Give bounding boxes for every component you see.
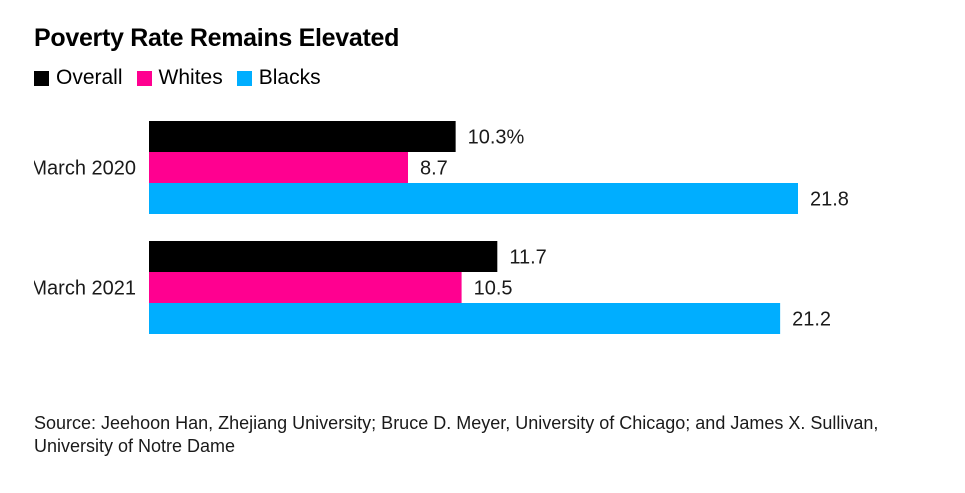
source-note: Source: Jeehoon Han, Zhejiang University… bbox=[34, 413, 879, 456]
value-label-whites-march-2020: 8.7 bbox=[420, 158, 448, 180]
legend-item-blacks: Blacks bbox=[236, 66, 321, 90]
value-label-overall-march-2021: 11.7 bbox=[509, 247, 546, 269]
bar-whites-march-2021 bbox=[149, 272, 462, 303]
legend: Overall Whites Blacks bbox=[34, 66, 335, 90]
bar-blacks-march-2020 bbox=[149, 183, 798, 214]
bar-blacks-march-2021 bbox=[149, 303, 781, 334]
bar-chart: March 2020 10.3% 8.7 21.8 March 2021 11.7 10.5… bbox=[0, 100, 849, 360]
legend-label-overall: Overall bbox=[56, 66, 123, 89]
bar-whites-march-2020 bbox=[149, 152, 409, 183]
legend-item-overall: Overall bbox=[34, 66, 123, 90]
value-label-overall-march-2020: 10.3% bbox=[468, 127, 525, 149]
left-crop-mask bbox=[0, 100, 34, 360]
category-label-march-2020: March 2020 bbox=[30, 158, 136, 180]
bar-overall-march-2020 bbox=[149, 121, 456, 152]
legend-label-whites: Whites bbox=[158, 66, 223, 89]
category-label-march-2021: March 2021 bbox=[30, 278, 136, 300]
legend-swatch-blacks bbox=[236, 70, 252, 86]
bar-overall-march-2021 bbox=[149, 241, 498, 272]
legend-item-whites: Whites bbox=[136, 66, 223, 90]
value-label-whites-march-2021: 10.5 bbox=[474, 278, 513, 300]
legend-swatch-whites bbox=[136, 70, 152, 86]
value-label-blacks-march-2021: 21.2 bbox=[792, 309, 831, 331]
chart-title: Poverty Rate Remains Elevated bbox=[34, 24, 400, 52]
value-label-blacks-march-2020: 21.8 bbox=[810, 189, 849, 211]
legend-swatch-overall bbox=[34, 70, 49, 86]
legend-label-blacks: Blacks bbox=[258, 66, 321, 89]
